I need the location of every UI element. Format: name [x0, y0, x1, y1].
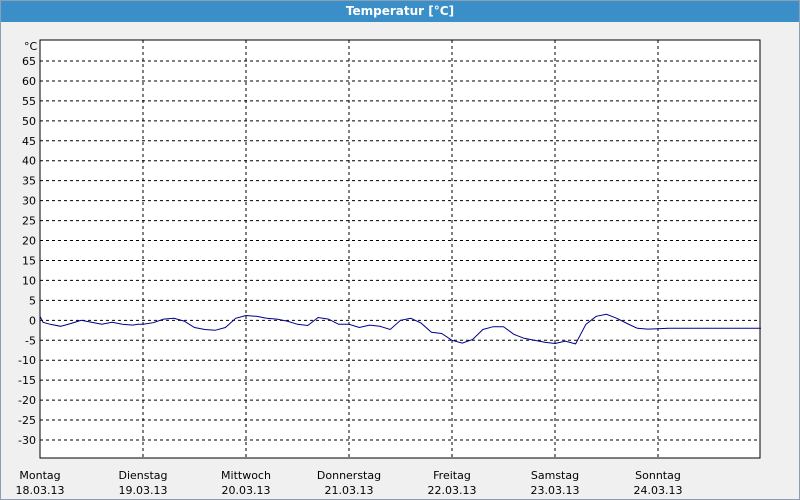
- y-tick-label: 30: [22, 195, 36, 208]
- x-tick-date: 24.03.13: [634, 484, 683, 497]
- plot-area: [39, 39, 761, 459]
- y-tick-label: 20: [22, 235, 36, 248]
- y-tick-label: -30: [18, 434, 36, 447]
- x-tick-day: Sonntag: [635, 469, 681, 482]
- x-tick-date: 19.03.13: [119, 484, 168, 497]
- horizontal-grid: [40, 60, 760, 441]
- y-tick-label: -5: [25, 334, 36, 347]
- x-tick-day: Montag: [19, 469, 60, 482]
- x-tick-date: 20.03.13: [222, 484, 271, 497]
- y-tick-label: -25: [18, 414, 36, 427]
- x-axis-ticks: Montag 18.03.13 Dienstag 19.03.13 Mittwoch 20…: [16, 469, 683, 497]
- y-tick-label: -15: [18, 374, 36, 387]
- y-tick-label: -20: [18, 394, 36, 407]
- y-tick-label: 55: [22, 95, 36, 108]
- y-tick-label: 65: [22, 55, 36, 68]
- x-tick-day: Dienstag: [118, 469, 167, 482]
- x-tick-day: Donnerstag: [317, 469, 381, 482]
- y-tick-label: 5: [29, 294, 36, 307]
- y-tick-label: 35: [22, 175, 36, 188]
- x-tick-date: 23.03.13: [531, 484, 580, 497]
- y-unit-label: °C: [24, 40, 38, 53]
- y-tick-label: 10: [22, 274, 36, 287]
- vertical-grid: [142, 40, 659, 458]
- x-tick-date: 21.03.13: [325, 484, 374, 497]
- x-tick-day: Freitag: [433, 469, 471, 482]
- y-tick-label: 40: [22, 155, 36, 168]
- y-tick-label: 50: [22, 115, 36, 128]
- x-tick-date: 18.03.13: [16, 484, 65, 497]
- x-tick-day: Samstag: [531, 469, 579, 482]
- y-tick-label: 15: [22, 254, 36, 267]
- y-tick-label: 0: [29, 314, 36, 327]
- x-tick-day: Mittwoch: [221, 469, 271, 482]
- y-tick-label: 60: [22, 75, 36, 88]
- window-title: Temperatur [°C]: [1, 1, 799, 22]
- y-tick-label: 45: [22, 135, 36, 148]
- temperature-series-line: [39, 313, 761, 345]
- y-axis-ticks: 65605550454035302520151050-5-10-15-20-25…: [18, 55, 36, 447]
- x-tick-date: 22.03.13: [428, 484, 477, 497]
- y-tick-label: 25: [22, 215, 36, 228]
- y-tick-label: -10: [18, 354, 36, 367]
